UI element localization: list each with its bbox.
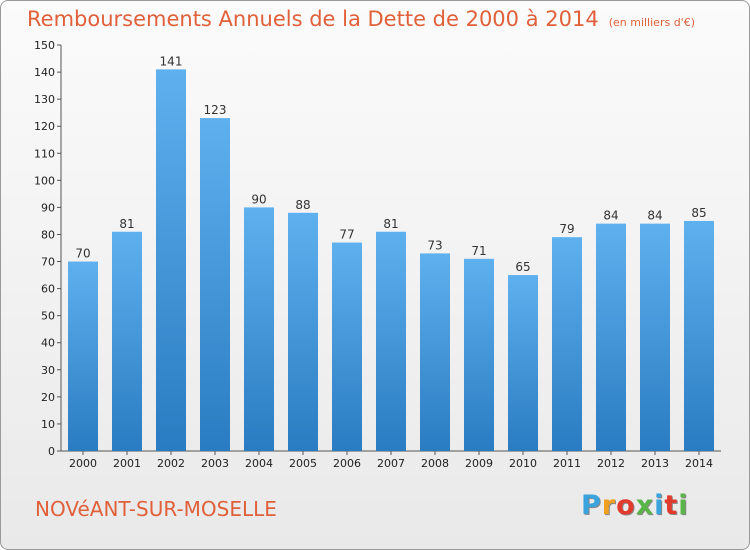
x-tick-label-2012: 2012 [597, 457, 625, 470]
y-tick-label: 30 [41, 364, 55, 377]
x-tick-label-2010: 2010 [509, 457, 537, 470]
bar-2013 [640, 223, 670, 451]
data-label-2003: 123 [204, 103, 227, 117]
data-label-2012: 84 [603, 209, 618, 223]
y-tick-label: 20 [41, 391, 55, 404]
bar-2014 [684, 220, 714, 451]
logo-letter: o [616, 490, 636, 521]
x-tick-label-2006: 2006 [333, 457, 361, 470]
bar-2010 [508, 275, 538, 451]
chart-header: Remboursements Annuels de la Dette de 20… [27, 7, 695, 31]
bar-2006 [332, 242, 362, 451]
x-tick-label-2009: 2009 [465, 457, 493, 470]
logo-letter: i [678, 490, 689, 521]
data-label-2002: 141 [160, 54, 183, 68]
y-tick-label: 110 [34, 147, 55, 160]
bar-2000 [68, 261, 98, 451]
y-tick-label: 10 [41, 418, 55, 431]
data-label-2006: 77 [339, 228, 354, 242]
data-label-2011: 79 [559, 222, 574, 236]
data-label-2008: 73 [427, 238, 442, 252]
bar-2003 [200, 118, 230, 451]
data-label-2004: 90 [251, 192, 266, 206]
x-tick-label-2011: 2011 [553, 457, 581, 470]
logo-letter: i [654, 490, 665, 521]
logo-letter: x [635, 490, 655, 521]
y-tick-label: 80 [41, 228, 55, 241]
bar-2001 [112, 231, 142, 451]
y-tick-label: 150 [34, 39, 55, 52]
x-tick-label-2007: 2007 [377, 457, 405, 470]
logo-letter: r [601, 490, 617, 521]
y-tick-label: 0 [48, 445, 55, 458]
y-tick-label: 50 [41, 310, 55, 323]
x-tick-label-2013: 2013 [641, 457, 669, 470]
x-tick-label-2003: 2003 [201, 457, 229, 470]
bar-2011 [552, 237, 582, 451]
data-label-2007: 81 [383, 217, 398, 231]
logo-letter: P [581, 490, 602, 521]
data-label-2014: 85 [691, 206, 706, 220]
data-label-2009: 71 [471, 244, 486, 258]
data-label-2001: 81 [119, 217, 134, 231]
y-tick-label: 70 [41, 256, 55, 269]
x-tick-label-2001: 2001 [113, 457, 141, 470]
bar-2004 [244, 207, 274, 451]
x-tick-label-2002: 2002 [157, 457, 185, 470]
x-tick-label-2008: 2008 [421, 457, 449, 470]
y-tick-label: 90 [41, 201, 55, 214]
data-label-2000: 70 [75, 247, 90, 261]
y-tick-label: 120 [34, 120, 55, 133]
x-tick-label-2004: 2004 [245, 457, 273, 470]
x-tick-label-2000: 2000 [69, 457, 97, 470]
logo-letter: t [664, 490, 679, 521]
commune-name: NOVéANT-SUR-MOSELLE [35, 497, 277, 521]
data-label-2013: 84 [647, 209, 662, 223]
bar-2009 [464, 258, 494, 451]
bar-2005 [288, 212, 318, 451]
y-tick-label: 40 [41, 337, 55, 350]
y-tick-label: 140 [34, 66, 55, 79]
data-label-2010: 65 [515, 260, 530, 274]
y-tick-label: 60 [41, 283, 55, 296]
data-label-2005: 88 [295, 198, 310, 212]
y-tick-label: 100 [34, 174, 55, 187]
x-tick-label-2014: 2014 [685, 457, 713, 470]
chart-title: Remboursements Annuels de la Dette de 20… [27, 7, 599, 31]
proxiti-logo[interactable]: Proxiti [581, 490, 689, 521]
bar-2002 [156, 69, 186, 452]
bar-2012 [596, 223, 626, 451]
bar-2008 [420, 253, 450, 451]
chart-unit: (en milliers d'€) [608, 16, 695, 29]
y-tick-label: 130 [34, 93, 55, 106]
bar-2007 [376, 231, 406, 451]
x-tick-label-2005: 2005 [289, 457, 317, 470]
